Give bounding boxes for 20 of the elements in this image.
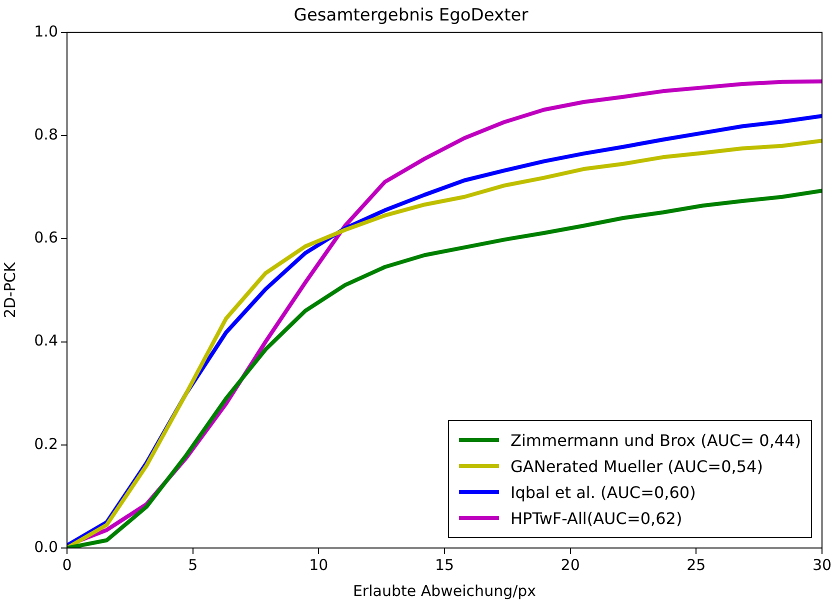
y-tick-label: 1.0 bbox=[34, 22, 58, 40]
x-axis-title: Erlaubte Abweichung/px bbox=[352, 582, 536, 600]
y-axis-title: 2D-PCK bbox=[0, 261, 19, 318]
x-tick-label: 10 bbox=[309, 556, 328, 574]
x-tick-label: 0 bbox=[62, 556, 72, 574]
y-tick-label: 0.0 bbox=[34, 538, 58, 556]
x-tick-label: 15 bbox=[434, 556, 454, 574]
y-tick-label: 0.4 bbox=[34, 332, 58, 350]
legend-label: HPTwF-All(AUC=0,62) bbox=[510, 508, 682, 528]
legend-label: Iqbal et al. (AUC=0,60) bbox=[510, 482, 696, 502]
y-tick-label: 0.8 bbox=[34, 125, 58, 144]
x-tick-label: 20 bbox=[560, 556, 580, 574]
y-tick-label: 0.2 bbox=[34, 434, 58, 453]
y-tick-label: 0.6 bbox=[34, 228, 58, 247]
x-tick-label: 25 bbox=[686, 556, 706, 574]
chart-title: Gesamtergebnis EgoDexter bbox=[294, 6, 528, 26]
x-tick-label: 5 bbox=[188, 556, 198, 574]
legend-label: Zimmermann und Brox (AUC= 0,44) bbox=[510, 430, 801, 450]
x-tick-label: 30 bbox=[812, 556, 832, 574]
legend-label: GANerated Mueller (AUC=0,54) bbox=[510, 456, 763, 476]
